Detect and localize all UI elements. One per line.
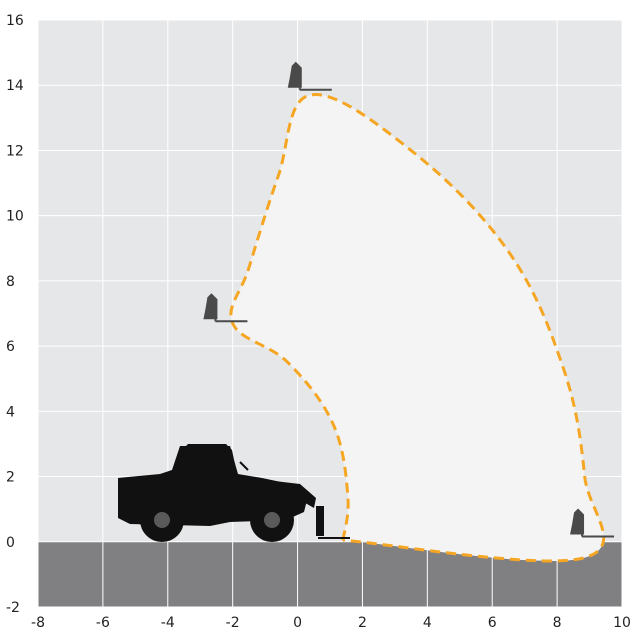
x-tick-label: 0 <box>293 615 302 631</box>
y-tick-label: 6 <box>6 339 15 355</box>
fork-load-icon <box>203 293 248 323</box>
x-tick-label: -2 <box>226 615 240 631</box>
x-tick-label: -8 <box>31 615 45 631</box>
x-tick-label: -4 <box>161 615 175 631</box>
load-markers <box>203 61 615 538</box>
telehandler-silhouette-icon <box>118 444 350 542</box>
fork-load-icon <box>287 61 332 91</box>
y-tick-label: 12 <box>6 143 24 159</box>
x-tick-label: 4 <box>423 615 432 631</box>
x-axis-ticks: -8 -6 -4 -2 0 2 4 6 8 10 <box>31 615 631 631</box>
y-tick-label: 16 <box>6 13 24 29</box>
x-tick-label: 10 <box>613 615 631 631</box>
y-tick-label: 2 <box>6 470 15 486</box>
y-axis-ticks: -2 0 2 4 6 8 10 12 14 16 <box>6 13 24 616</box>
x-tick-label: -6 <box>96 615 110 631</box>
x-tick-label: 2 <box>358 615 367 631</box>
reach-envelope-fill <box>230 94 604 561</box>
x-tick-label: 8 <box>553 615 562 631</box>
fork-load-icon <box>570 508 615 538</box>
y-tick-label: 14 <box>6 78 24 94</box>
reach-envelope-line <box>229 93 606 563</box>
y-tick-label: 8 <box>6 274 15 290</box>
y-tick-label: 4 <box>6 404 15 420</box>
x-tick-label: 6 <box>488 615 497 631</box>
y-tick-label: 10 <box>6 209 24 225</box>
y-tick-label: -2 <box>6 600 20 616</box>
y-tick-label: 0 <box>6 535 15 551</box>
